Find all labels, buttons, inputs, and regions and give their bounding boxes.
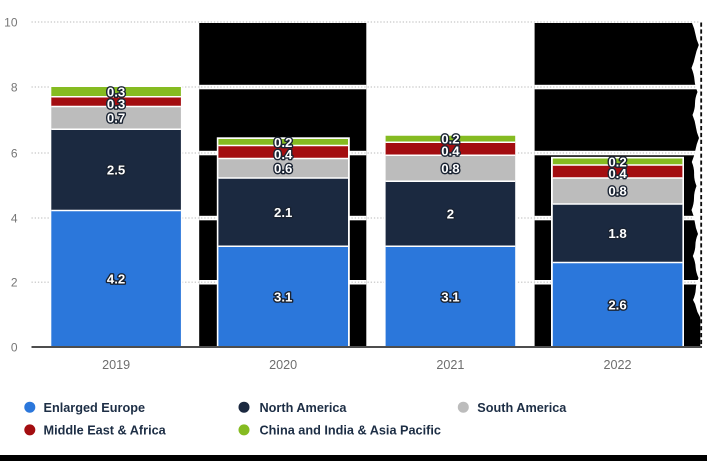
svg-text:3.1: 3.1 xyxy=(274,289,292,304)
svg-text:2.1: 2.1 xyxy=(274,205,292,220)
svg-text:South America: South America xyxy=(477,401,567,415)
svg-text:0.3: 0.3 xyxy=(107,85,125,100)
svg-text:0.6: 0.6 xyxy=(274,161,292,176)
svg-text:0.3: 0.3 xyxy=(107,96,125,111)
svg-text:Middle East & Africa: Middle East & Africa xyxy=(44,424,167,438)
svg-text:2: 2 xyxy=(447,206,454,221)
svg-text:0.4: 0.4 xyxy=(608,166,627,181)
svg-text:0.8: 0.8 xyxy=(608,184,626,199)
svg-text:0.2: 0.2 xyxy=(441,132,459,147)
svg-text:2021: 2021 xyxy=(436,358,464,372)
svg-text:2019: 2019 xyxy=(102,358,130,372)
svg-text:6: 6 xyxy=(11,146,18,160)
svg-text:2: 2 xyxy=(11,276,18,290)
svg-text:8: 8 xyxy=(11,80,18,94)
svg-text:Enlarged Europe: Enlarged Europe xyxy=(44,401,146,415)
svg-text:4.2: 4.2 xyxy=(107,271,125,286)
svg-text:0.4: 0.4 xyxy=(441,144,460,159)
svg-text:0.2: 0.2 xyxy=(608,154,626,169)
svg-text:10: 10 xyxy=(4,15,18,29)
svg-text:0.7: 0.7 xyxy=(107,111,125,126)
svg-text:China and India & Asia Pacific: China and India & Asia Pacific xyxy=(260,424,441,438)
svg-text:3.1: 3.1 xyxy=(441,289,459,304)
svg-text:North America: North America xyxy=(260,401,348,415)
svg-text:2022: 2022 xyxy=(603,358,631,372)
svg-text:0.4: 0.4 xyxy=(274,147,293,162)
svg-text:4: 4 xyxy=(11,211,18,225)
svg-text:1.8: 1.8 xyxy=(608,226,626,241)
svg-text:0.2: 0.2 xyxy=(274,135,292,150)
svg-text:2020: 2020 xyxy=(269,358,297,372)
svg-text:0: 0 xyxy=(11,340,18,354)
svg-text:2.5: 2.5 xyxy=(107,163,125,178)
svg-text:2.6: 2.6 xyxy=(608,297,626,312)
svg-text:0.8: 0.8 xyxy=(441,161,459,176)
